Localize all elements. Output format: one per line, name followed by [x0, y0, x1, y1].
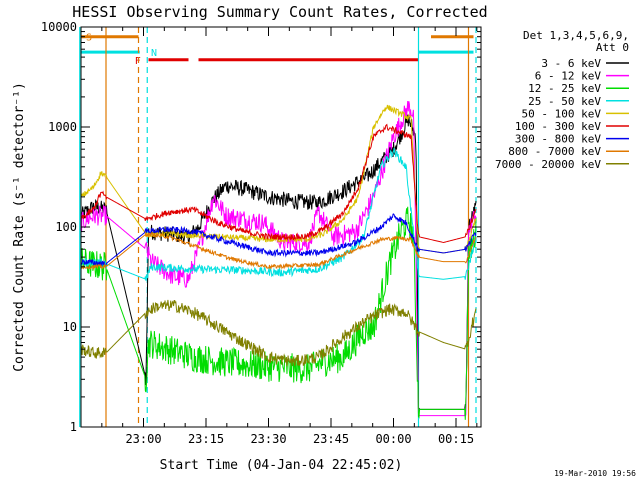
x-tick-label-2: 23:30: [250, 432, 286, 446]
y-tick-label-1: 10: [63, 320, 77, 334]
x-axis-label: Start Time (04-Jan-04 22:45:02): [160, 458, 403, 473]
series-line-1: [81, 100, 477, 417]
chart-title: HESSI Observing Summary Count Rates, Cor…: [72, 3, 487, 21]
legend-entry-label-1: 6 - 12 keV: [535, 70, 602, 83]
legend-entry-label-4: 50 - 100 keV: [522, 107, 602, 120]
generation-timestamp: 19-Mar-2010 19:56: [554, 469, 636, 478]
legend-header-line2: Att 0: [596, 41, 629, 54]
series-line-7: [81, 232, 477, 271]
series-line-2: [81, 206, 477, 420]
legend-entry-label-8: 7000 - 20000 keV: [495, 158, 601, 171]
flag-label-f: F: [135, 56, 141, 67]
y-tick-label-4: 10000: [41, 20, 77, 34]
legend-entry-label-0: 3 - 6 keV: [541, 57, 601, 70]
series-line-0: [81, 114, 477, 410]
flag-label-n: N: [151, 48, 157, 59]
legend-entry-label-2: 12 - 25 keV: [528, 82, 601, 95]
series-line-8: [81, 299, 477, 367]
series-line-5: [81, 123, 477, 243]
y-axis-label: Corrected Count Rate (s⁻¹ detector⁻¹): [12, 82, 27, 372]
legend-header-line1: Det 1,3,4,5,6,9,: [523, 29, 629, 42]
series-line-6: [81, 213, 477, 267]
y-tick-label-2: 100: [55, 220, 77, 234]
y-tick-label-3: 1000: [48, 120, 77, 134]
x-tick-label-5: 00:15: [438, 432, 474, 446]
series-lines: [81, 100, 477, 420]
legend-entry-label-7: 800 - 7000 keV: [508, 145, 601, 158]
x-tick-label-3: 23:45: [313, 432, 349, 446]
axes: 23:00 23:15 23:30 23:45 00:00 00:15 1 10 100 1000…: [41, 20, 481, 446]
observing-flags: S NF: [81, 33, 474, 67]
x-tick-label-4: 00:00: [375, 432, 411, 446]
series-line-3: [81, 147, 477, 281]
series-line-4: [81, 104, 477, 254]
legend-entry-label-3: 25 - 50 keV: [528, 95, 601, 108]
legend-entry-label-5: 100 - 300 keV: [515, 120, 601, 133]
legend-entry-label-6: 300 - 800 keV: [515, 133, 601, 146]
flag-label-s: S: [86, 33, 92, 44]
x-tick-label-0: 23:00: [125, 432, 161, 446]
x-tick-label-1: 23:15: [188, 432, 224, 446]
y-tick-label-0: 1: [70, 420, 77, 434]
